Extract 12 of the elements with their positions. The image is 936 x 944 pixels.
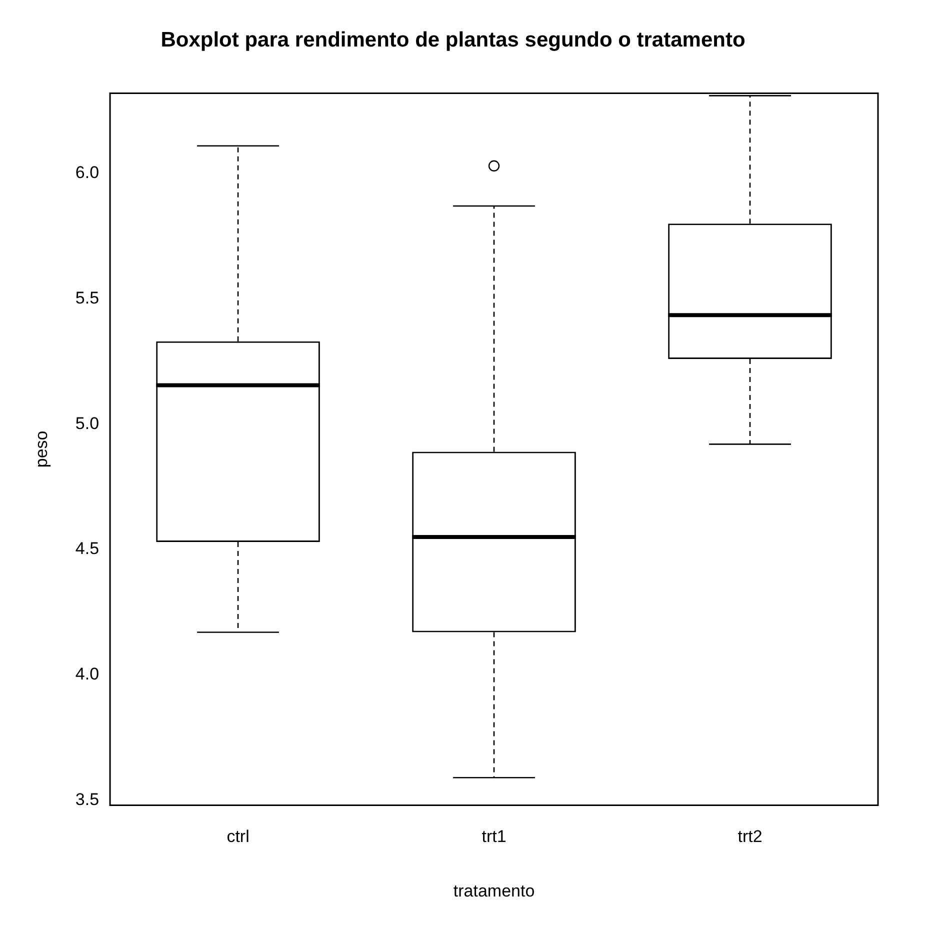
x-tick-label: ctrl [226, 827, 250, 846]
x-axis-title: tratamento [453, 881, 535, 900]
y-tick-label: 5.0 [75, 414, 100, 433]
y-tick-label: 4.5 [75, 539, 100, 558]
y-tick-label: 5.5 [75, 288, 100, 308]
y-tick-label: 3.5 [75, 790, 100, 809]
x-tick-label: trt1 [482, 827, 506, 846]
x-tick-label: trt2 [738, 827, 762, 846]
y-axis-title: peso [32, 430, 51, 468]
y-tick-label: 6.0 [75, 163, 100, 182]
y-tick-label: 4.0 [75, 664, 100, 684]
chart-title: Boxplot para rendimento de plantas segundo o tratamento [160, 28, 746, 52]
